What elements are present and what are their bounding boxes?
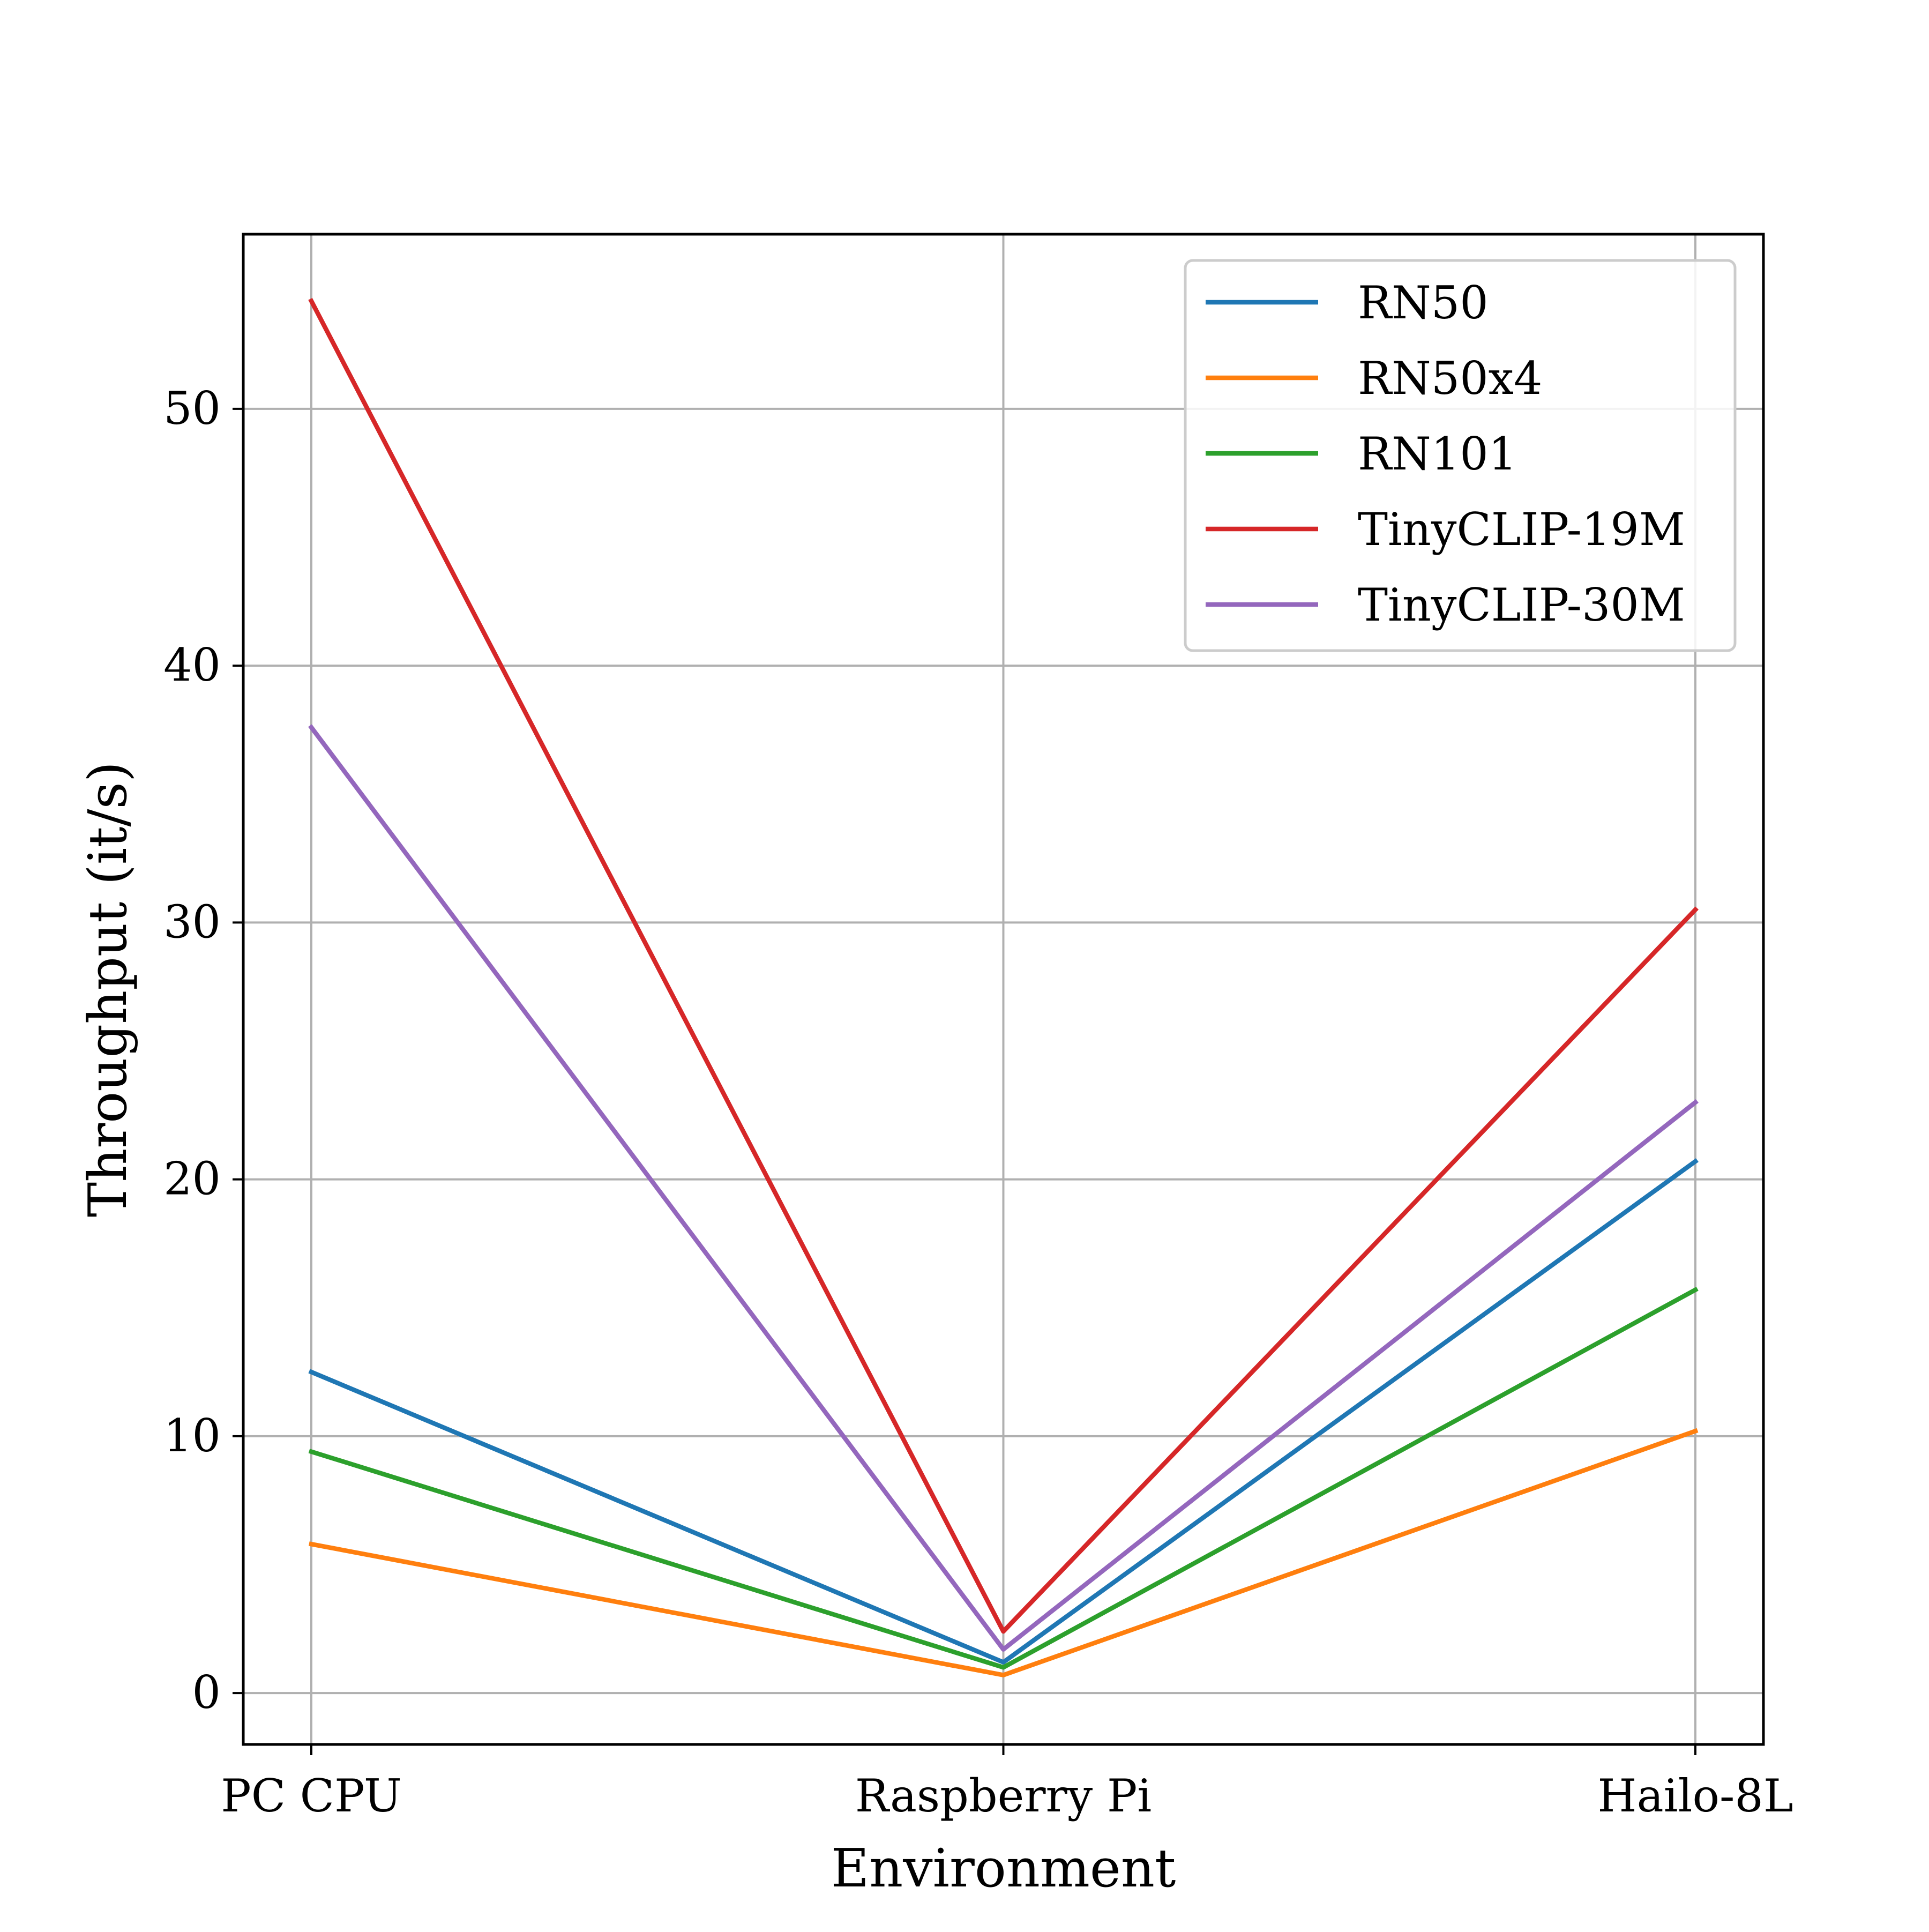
y-tick-label: 30 bbox=[163, 896, 221, 948]
y-tick-label: 10 bbox=[163, 1409, 221, 1462]
legend-box bbox=[1184, 259, 1737, 652]
legend-label: RN101 bbox=[1358, 428, 1517, 480]
legend: RN50 RN50x4 RN101 TinyCLIP-19M TinyCLIP-30M bbox=[1184, 259, 1737, 652]
axis-ticks: PC CPU Raspberry Pi Hailo-8L 0 10 20 30 40 50 bbox=[163, 382, 1793, 1822]
series-line-rn101 bbox=[308, 1286, 1699, 1670]
series-line-tinyclip-19m bbox=[308, 297, 1699, 1634]
legend-label: TinyCLIP-30M bbox=[1358, 579, 1685, 631]
series-lines bbox=[308, 297, 1699, 1677]
x-tick-label: PC CPU bbox=[221, 1770, 402, 1822]
legend-label: RN50 bbox=[1358, 277, 1489, 329]
y-tick-label: 0 bbox=[192, 1666, 221, 1719]
series-line-rn50 bbox=[308, 1158, 1699, 1665]
series-line-rn50x4 bbox=[309, 1428, 1699, 1677]
y-tick-label: 20 bbox=[163, 1153, 221, 1205]
legend-label: TinyCLIP-19M bbox=[1358, 503, 1685, 556]
x-tick-label: Raspberry Pi bbox=[855, 1770, 1152, 1822]
y-tick-label: 50 bbox=[163, 382, 221, 435]
legend-label: RN50x4 bbox=[1358, 352, 1542, 405]
x-axis-label: Environment bbox=[831, 1838, 1176, 1899]
x-tick-label: Hailo-8L bbox=[1597, 1770, 1793, 1822]
y-tick-label: 40 bbox=[163, 639, 221, 691]
series-line-tinyclip-30m bbox=[308, 724, 1699, 1652]
y-axis-label: Throughput (it/s) bbox=[78, 762, 139, 1217]
